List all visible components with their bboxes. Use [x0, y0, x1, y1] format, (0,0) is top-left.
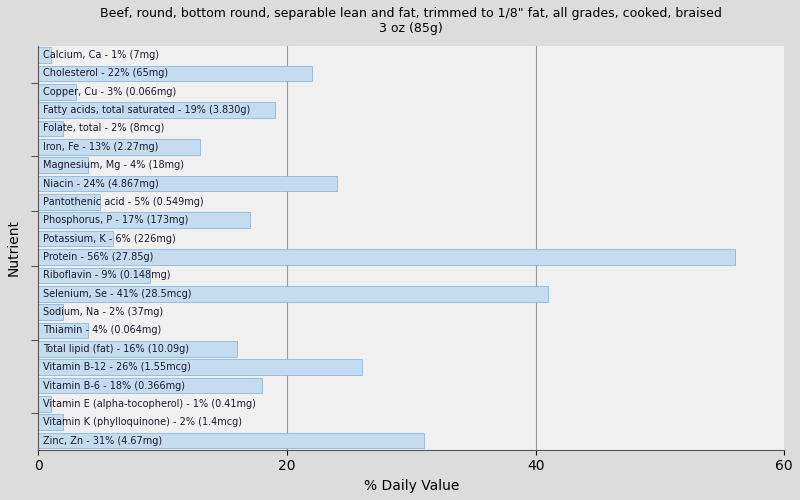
- Bar: [38, 304, 63, 320]
- Text: Copper, Cu - 3% (0.066mg): Copper, Cu - 3% (0.066mg): [43, 86, 177, 97]
- Bar: [38, 378, 262, 394]
- Bar: [38, 433, 424, 448]
- Text: Protein - 56% (27.85g): Protein - 56% (27.85g): [43, 252, 154, 262]
- Bar: [38, 176, 337, 192]
- Bar: [38, 194, 101, 210]
- Text: Total lipid (fat) - 16% (10.09g): Total lipid (fat) - 16% (10.09g): [43, 344, 190, 354]
- Text: Sodium, Na - 2% (37mg): Sodium, Na - 2% (37mg): [43, 307, 163, 317]
- Bar: [38, 396, 50, 411]
- Bar: [38, 268, 150, 283]
- Text: Vitamin B-6 - 18% (0.366mg): Vitamin B-6 - 18% (0.366mg): [43, 380, 186, 390]
- Text: Cholesterol - 22% (65mg): Cholesterol - 22% (65mg): [43, 68, 169, 78]
- Text: Vitamin K (phylloquinone) - 2% (1.4mcg): Vitamin K (phylloquinone) - 2% (1.4mcg): [43, 417, 242, 427]
- Bar: [38, 120, 63, 136]
- Bar: [38, 139, 200, 154]
- Bar: [38, 47, 50, 63]
- X-axis label: % Daily Value: % Daily Value: [363, 479, 459, 493]
- Text: Thiamin - 4% (0.064mg): Thiamin - 4% (0.064mg): [43, 326, 162, 336]
- Text: Vitamin E (alpha-tocopherol) - 1% (0.41mg): Vitamin E (alpha-tocopherol) - 1% (0.41m…: [43, 399, 256, 409]
- Text: Pantothenic acid - 5% (0.549mg): Pantothenic acid - 5% (0.549mg): [43, 197, 204, 207]
- Bar: [38, 414, 63, 430]
- Text: Potassium, K - 6% (226mg): Potassium, K - 6% (226mg): [43, 234, 176, 243]
- Text: Selenium, Se - 41% (28.5mcg): Selenium, Se - 41% (28.5mcg): [43, 288, 192, 298]
- Text: Zinc, Zn - 31% (4.67mg): Zinc, Zn - 31% (4.67mg): [43, 436, 162, 446]
- Text: Riboflavin - 9% (0.148mg): Riboflavin - 9% (0.148mg): [43, 270, 170, 280]
- Text: Magnesium, Mg - 4% (18mg): Magnesium, Mg - 4% (18mg): [43, 160, 184, 170]
- Bar: [38, 102, 274, 118]
- Bar: [38, 231, 113, 246]
- Text: Calcium, Ca - 1% (7mg): Calcium, Ca - 1% (7mg): [43, 50, 159, 60]
- Text: Niacin - 24% (4.867mg): Niacin - 24% (4.867mg): [43, 178, 159, 188]
- Title: Beef, round, bottom round, separable lean and fat, trimmed to 1/8" fat, all grad: Beef, round, bottom round, separable lea…: [100, 7, 722, 35]
- Text: Fatty acids, total saturated - 19% (3.830g): Fatty acids, total saturated - 19% (3.83…: [43, 105, 250, 115]
- Bar: [38, 66, 312, 81]
- Bar: [38, 84, 76, 100]
- Bar: [38, 322, 88, 338]
- Text: Folate, total - 2% (8mcg): Folate, total - 2% (8mcg): [43, 124, 165, 134]
- Bar: [38, 360, 362, 375]
- Y-axis label: Nutrient: Nutrient: [7, 220, 21, 276]
- Bar: [38, 158, 88, 173]
- Bar: [38, 341, 238, 356]
- Text: Vitamin B-12 - 26% (1.55mcg): Vitamin B-12 - 26% (1.55mcg): [43, 362, 191, 372]
- Bar: [38, 249, 734, 265]
- Text: Phosphorus, P - 17% (173mg): Phosphorus, P - 17% (173mg): [43, 216, 189, 226]
- Bar: [38, 212, 250, 228]
- Text: Iron, Fe - 13% (2.27mg): Iron, Fe - 13% (2.27mg): [43, 142, 158, 152]
- Bar: [38, 286, 548, 302]
